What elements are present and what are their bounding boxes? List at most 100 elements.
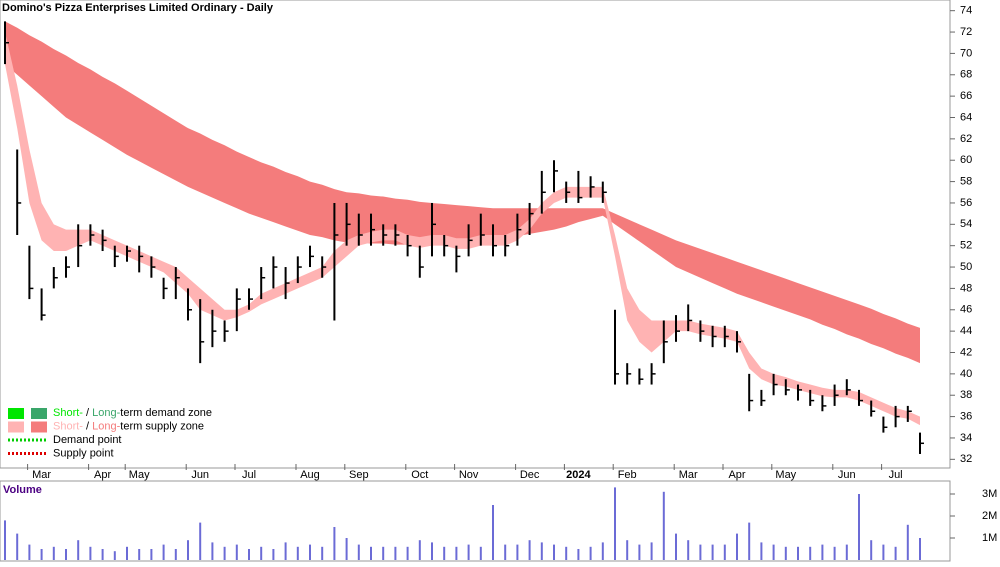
y-tick-label: 62 (960, 133, 972, 145)
y-tick-label: 58 (960, 175, 972, 187)
volume-bar (77, 540, 80, 560)
volume-bar (650, 542, 653, 560)
volume-bar (736, 533, 738, 560)
y-tick-label: 42 (960, 346, 972, 358)
y-tick-label: 68 (960, 69, 972, 81)
volume-bar (540, 542, 543, 560)
volume-bar (601, 542, 604, 560)
y-tick-label: 60 (960, 154, 972, 166)
volume-bar (699, 544, 702, 560)
volume-bar (797, 546, 799, 560)
volume-bar (662, 491, 665, 560)
y-tick-label: 74 (960, 5, 972, 17)
volume-bar (321, 546, 324, 560)
volume-bar (772, 544, 775, 560)
legend-swatch (31, 408, 47, 419)
x-tick-label: Mar (32, 469, 51, 481)
x-tick-label: Oct (411, 469, 428, 481)
volume-bar (614, 487, 616, 560)
volume-bar (284, 542, 287, 560)
chart-title: Domino's Pizza Enterprises Limited Ordin… (2, 2, 274, 14)
volume-bar (357, 544, 360, 560)
volume-bar (418, 540, 421, 560)
legend-text: Short- (53, 420, 83, 432)
y-tick-label: 32 (960, 453, 972, 465)
y-tick-label: 70 (960, 47, 972, 59)
volume-bar (553, 544, 555, 560)
legend-swatch (31, 421, 47, 433)
volume-bar (296, 546, 299, 560)
y-tick-label: 36 (960, 410, 972, 422)
legend-label: Short- / Long-term supply zone (53, 420, 204, 432)
volume-bar (784, 546, 787, 560)
volume-bar (821, 544, 824, 560)
legend-label: Short- / Long-term demand zone (53, 407, 212, 419)
volume-bar (52, 546, 55, 560)
volume-bar (248, 549, 250, 560)
volume-bar (455, 546, 458, 560)
legend-text: term supply zone (120, 420, 204, 432)
volume-bar (150, 549, 153, 560)
volume-bar (626, 540, 629, 560)
y-tick-label: 52 (960, 240, 972, 252)
volume-bar (101, 549, 104, 560)
volume-panel (0, 480, 951, 562)
y-tick-label: 56 (960, 197, 972, 209)
volume-bar (260, 546, 263, 560)
volume-bar (467, 544, 470, 560)
y-tick-label: 38 (960, 389, 972, 401)
volume-bar (760, 542, 763, 560)
volume-bar (565, 546, 568, 560)
volume-bar (89, 546, 92, 560)
legend-text: Long- (92, 407, 120, 419)
y-tick-label: 72 (960, 26, 972, 38)
volume-bar (272, 549, 275, 560)
volume-bar (16, 533, 19, 560)
x-tick-label: Jul (242, 469, 256, 481)
volume-bar (809, 546, 812, 560)
volume-bar (687, 540, 690, 560)
x-tick-label: 2024 (566, 469, 591, 481)
volume-bar (126, 546, 128, 560)
volume-bar (858, 494, 860, 560)
volume-bar (479, 546, 482, 560)
y-tick-label: 66 (960, 90, 972, 102)
volume-label: Volume (3, 484, 42, 496)
volume-bar (443, 546, 446, 560)
volume-bar (723, 544, 726, 560)
x-tick-label: Apr (94, 469, 111, 481)
volume-bar (589, 546, 592, 560)
volume-bar (138, 549, 141, 560)
legend-text: Short- (53, 407, 83, 419)
volume-bar (492, 505, 494, 560)
y-tick-label: 34 (960, 432, 972, 444)
volume-bar (4, 520, 6, 560)
volume-bar (345, 538, 348, 560)
volume-bar (711, 544, 714, 560)
volume-bar (65, 549, 67, 560)
y-tick-label: 54 (960, 218, 972, 230)
legend-swatch (8, 421, 24, 433)
volume-bar (675, 533, 677, 560)
volume-bar (870, 540, 873, 560)
volume-bar (748, 522, 751, 560)
volume-bar (40, 549, 43, 560)
y-tick-label: 48 (960, 282, 972, 294)
volume-bar (528, 540, 531, 560)
y-tick-label: 44 (960, 325, 972, 337)
legend-text: / (83, 420, 92, 432)
volume-bar (370, 546, 372, 560)
y-tick-label: 2M (982, 510, 997, 522)
volume-bar (211, 542, 214, 560)
volume-bar (235, 544, 238, 560)
x-tick-label: Dec (520, 469, 540, 481)
x-tick-label: Apr (728, 469, 745, 481)
volume-bar (516, 544, 519, 560)
volume-bar (333, 527, 336, 560)
volume-bar (223, 546, 226, 560)
volume-bar (28, 544, 31, 560)
volume-bar (113, 551, 116, 560)
legend-text: / (83, 407, 92, 419)
legend-text: term demand zone (120, 407, 212, 419)
volume-bar (577, 549, 580, 560)
